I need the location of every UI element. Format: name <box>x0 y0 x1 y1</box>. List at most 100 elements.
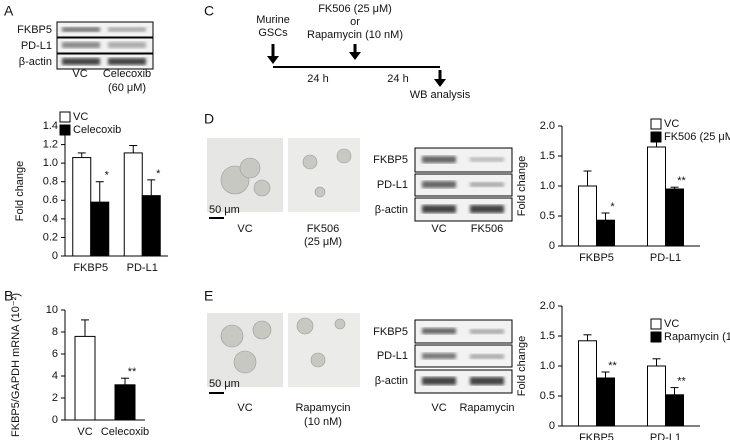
legend-label: FK506 (25 μM) <box>664 131 730 143</box>
timeline-label: FK506 (25 μM) <box>318 3 392 15</box>
bar <box>665 188 684 247</box>
timeline <box>267 44 446 87</box>
y-tick-label: 0.5 <box>540 210 555 222</box>
significance: ** <box>128 366 137 378</box>
micrographs <box>207 138 360 394</box>
y-tick-label: 0.4 <box>43 213 58 225</box>
legend-swatch <box>59 111 71 123</box>
y-tick-label: 1.2 <box>43 138 58 150</box>
y-tick-label: 6 <box>52 348 58 360</box>
lane-label: FK506 <box>471 223 503 235</box>
timeline-label: WB analysis <box>410 89 471 101</box>
x-tick-label: PD-L1 <box>127 262 158 274</box>
x-tick-label: PD-L1 <box>650 252 681 264</box>
legend-label: VC <box>664 318 679 330</box>
legend-swatch <box>650 131 662 143</box>
scale-label: 50 μm <box>209 378 240 390</box>
timeline-label: 24 h <box>307 73 328 85</box>
legend-label: VC <box>73 111 88 123</box>
y-tick-label: 4 <box>52 370 58 382</box>
y-tick-label: 2 <box>52 392 58 404</box>
timeline-label: or <box>350 16 360 28</box>
legend-label: Rapamycin (10 nM) <box>664 331 730 343</box>
blot-label: FKBP5 <box>17 24 52 36</box>
significance: ** <box>677 376 686 388</box>
y-tick-label: 0.8 <box>43 176 58 188</box>
y-tick-label: 2.0 <box>540 120 555 132</box>
legend-swatch <box>650 118 662 130</box>
y-tick-label: 1.0 <box>540 360 555 372</box>
blot-a <box>56 21 154 70</box>
blot-d-e <box>414 147 513 394</box>
y-axis-label: Fold change <box>516 156 528 217</box>
y-tick-label: 8 <box>52 326 58 338</box>
bar <box>596 377 615 427</box>
x-tick-label: PD-L1 <box>650 432 681 440</box>
scale-label: 50 μm <box>209 204 240 216</box>
blot-label: β-actin <box>19 56 52 68</box>
significance: ** <box>677 175 686 187</box>
lane-label: Celecoxib <box>103 68 151 80</box>
panel-letter: C <box>204 3 214 19</box>
y-tick-label: 0.5 <box>540 390 555 402</box>
lane-label: (60 μM) <box>108 82 146 94</box>
x-tick-label: Celecoxib <box>101 426 149 438</box>
image-label: (10 nM) <box>304 416 342 428</box>
timeline-label: 24 h <box>387 73 408 85</box>
image-label: FK506 <box>307 223 339 235</box>
bar <box>141 195 161 257</box>
panel-letter: D <box>204 111 214 127</box>
y-tick-label: 0 <box>52 250 58 262</box>
blot-label: PD-L1 <box>377 179 408 191</box>
x-tick-label: FKBP5 <box>579 252 614 264</box>
y-tick-label: 1.0 <box>540 180 555 192</box>
y-tick-label: 0 <box>52 414 58 426</box>
panel-letter: B <box>4 288 13 304</box>
bar <box>596 219 615 247</box>
y-tick-label: 10 <box>46 304 58 316</box>
bar <box>578 185 597 247</box>
y-axis-label: FKBP5/GAPDH mRNA (10⁻²) <box>10 293 22 437</box>
significance: * <box>105 170 110 182</box>
blot-label: PD-L1 <box>21 40 52 52</box>
bar <box>647 146 666 247</box>
panel-letter: E <box>204 288 213 304</box>
y-tick-label: 0 <box>549 420 555 432</box>
y-tick-label: 2.0 <box>540 300 555 312</box>
bar <box>90 201 110 257</box>
x-tick-label: VC <box>77 426 92 438</box>
legend-label: VC <box>664 118 679 130</box>
y-tick-label: 1.4 <box>43 120 58 132</box>
blot-label: PD-L1 <box>377 350 408 362</box>
y-tick-label: 1.5 <box>540 150 555 162</box>
blot-label: FKBP5 <box>373 326 408 338</box>
image-label: Rapamycin <box>295 402 350 414</box>
y-tick-label: 0.2 <box>43 231 58 243</box>
significance: ** <box>608 360 617 372</box>
legend-swatch <box>59 124 71 136</box>
legend-swatch <box>650 318 662 330</box>
panel-letter: A <box>4 3 14 19</box>
y-tick-label: 0.6 <box>43 194 58 206</box>
bar <box>665 394 684 427</box>
x-tick-label: FKBP5 <box>579 432 614 440</box>
bar <box>578 340 597 427</box>
legend-label: Celecoxib <box>73 124 121 136</box>
bar <box>72 157 92 257</box>
timeline-label: Murine <box>256 14 290 26</box>
blot-label: FKBP5 <box>373 154 408 166</box>
significance: * <box>610 201 615 213</box>
image-label: VC <box>237 402 252 414</box>
timeline-label: GSCs <box>258 27 288 39</box>
lane-label: VC <box>431 402 446 414</box>
timeline-label: Rapamycin (10 nM) <box>307 29 403 41</box>
y-tick-label: 1.5 <box>540 330 555 342</box>
lane-label: Rapamycin <box>459 402 514 414</box>
y-axis-label: Fold change <box>516 336 528 397</box>
blot-label: β-actin <box>375 204 408 216</box>
image-label: (25 μM) <box>304 236 342 248</box>
bar <box>74 335 96 421</box>
lane-label: VC <box>72 68 87 80</box>
bar <box>647 365 666 427</box>
